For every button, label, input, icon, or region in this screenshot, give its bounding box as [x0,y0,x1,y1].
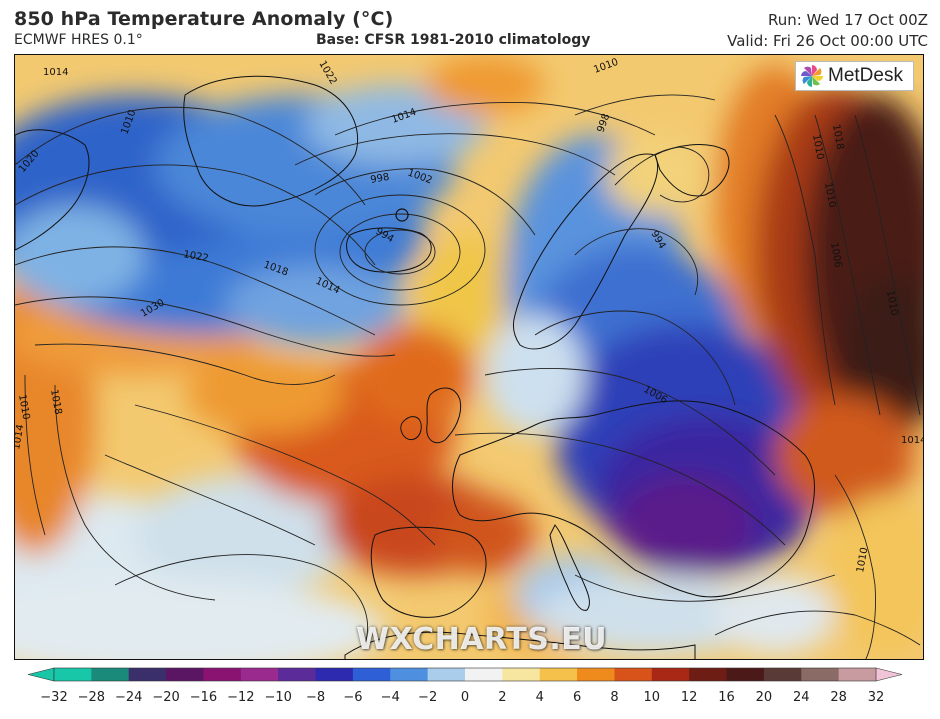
coastlines [15,75,815,659]
colorbar-tick-label: 4 [536,690,544,705]
colorbar-tick-label: −10 [264,690,291,705]
isobar-label: 1014 [901,435,924,446]
colorbar-min-arrow [27,667,55,682]
colorbar-max-arrow [875,667,903,682]
colorbar-tick-label: −4 [381,690,400,705]
colorbar-cell [763,668,802,681]
colorbar-tick-label: 24 [793,690,810,705]
colorbar-outline [53,667,877,682]
isobar-label: 1010 [810,134,825,161]
isobars [15,94,921,659]
colorbar-tick-label: 2 [498,690,506,705]
anomaly-field [15,55,923,659]
isobar-label: 1014 [15,424,26,451]
colorbar-tick-label: 8 [610,690,618,705]
colorbar-cell [689,668,728,681]
isobar-label: 1022 [182,249,209,264]
colorbar-cell [315,668,354,681]
colorbar-cell [240,668,279,681]
map-panel: 1014 1010 1020 1022 1018 1014 1030 1010 … [14,54,924,660]
colorbar-cell [427,668,466,681]
colorbar-tick-label: 20 [756,690,773,705]
colorbar-tick-label: 28 [830,690,847,705]
colorbar-tick-label: −20 [152,690,179,705]
isobar-label: 1018 [830,124,845,151]
colorbar-cell [203,668,242,681]
watermark: WXCHARTS.EU [356,622,608,657]
colorbar-tick-label: −28 [78,690,105,705]
colorbar-cell [128,668,167,681]
isobar-label: 1018 [48,389,63,416]
colorbar-tick-label: −16 [190,690,217,705]
low-pressure-center [395,208,409,222]
colorbar-tick-label: −6 [343,690,362,705]
colorbar-tick-label: 0 [461,690,469,705]
valid-time: Valid: Fri 26 Oct 00:00 UTC [727,32,928,50]
colorbar-cell [465,668,503,681]
colorbar-cell [91,668,130,681]
isobar-label: 1006 [828,242,843,269]
model-name: ECMWF HRES 0.1° [14,32,143,48]
pinwheel-icon [801,65,823,87]
colorbar-tick-label: 16 [718,690,735,705]
metdesk-logo: MetDesk [795,61,914,91]
metdesk-logo-text: MetDesk [828,65,903,86]
colorbar-cell [539,668,578,681]
isobar-label: 1010 [16,394,31,421]
colorbar-cell [54,668,92,681]
colorbar-tick-label: −24 [115,690,142,705]
colorbar-cell [390,668,429,681]
run-time: Run: Wed 17 Oct 00Z [768,11,928,29]
colorbar-tick-label: 12 [681,690,698,705]
climatology-base: Base: CFSR 1981-2010 climatology [316,32,591,48]
colorbar-cell [278,668,317,681]
isobar-label: 1010 [884,290,899,317]
colorbar-tick-label: −12 [227,690,254,705]
colorbar-tick-label: 10 [644,690,661,705]
colorbar-cell [838,668,877,681]
colorbar-labels: −32 −28 −24 −20 −16 −12 −10 −8 −6 −4 −2 0 2 4 6 8 10 12 16… [40,690,884,705]
colorbar-cell [352,668,391,681]
colorbar-cell [577,668,615,681]
colorbar-cell [166,668,204,681]
colorbar-cell [502,668,541,681]
anomaly-map: 1014 1010 1020 1022 1018 1014 1030 1010 … [15,55,924,659]
colorbar-cell [651,668,690,681]
isobar-label: 1014 [43,67,68,78]
colorbar-tick-label: −32 [40,690,67,705]
colorbar: −32 −28 −24 −20 −16 −12 −10 −8 −6 −4 −2 0 2 4 6 8 10 12 16… [27,667,903,705]
colorbar-tick-label: 6 [573,690,581,705]
colorbar-cells [27,667,903,682]
isobar-label: 998 [370,172,391,186]
isobar-label: 1010 [855,547,870,574]
colorbar-cell [614,668,653,681]
colorbar-cell [801,668,840,681]
colorbar-tick-label: −2 [418,690,437,705]
isobar-label: 1010 [822,182,837,209]
colorbar-tick-label: 32 [868,690,885,705]
colorbar-cell [726,668,765,681]
chart-title: 850 hPa Temperature Anomaly (°C) [14,8,394,30]
colorbar-tick-label: −8 [306,690,325,705]
